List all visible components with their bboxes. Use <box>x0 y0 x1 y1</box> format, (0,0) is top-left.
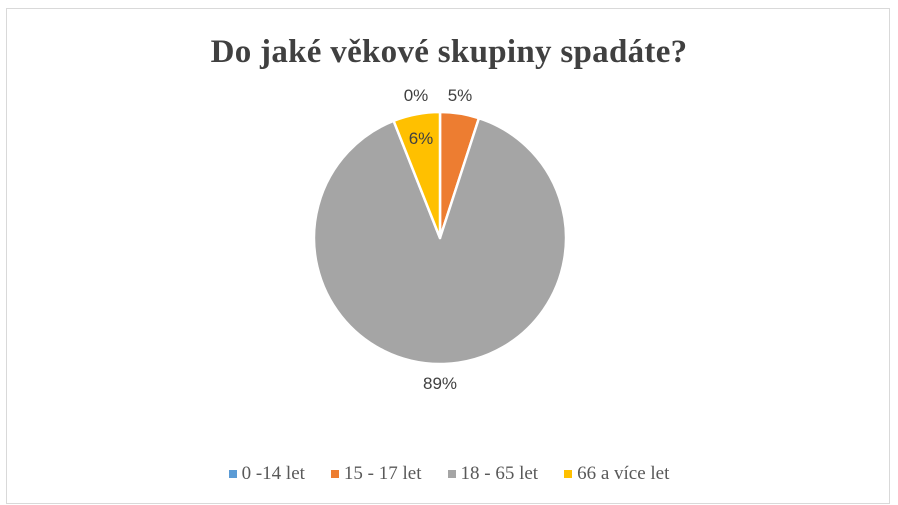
legend-label-4: 66 a více let <box>577 463 670 484</box>
legend-item-4: 66 a více let <box>564 463 669 485</box>
legend-label-3: 18 - 65 let <box>460 463 539 484</box>
legend-item-2: 15 - 17 let <box>330 463 422 485</box>
data-label-2: 5% <box>448 86 473 105</box>
chart-title: Do jaké věkové skupiny spadáte? <box>210 34 688 70</box>
legend-swatch-3 <box>447 470 456 478</box>
legend-swatch-4 <box>564 470 573 478</box>
chart-legend: 0 -14 let 15 - 17 let 18 - 65 let 66 a více… <box>0 463 898 485</box>
data-label-1: 0% <box>404 86 429 105</box>
legend-swatch-2 <box>330 470 339 478</box>
legend-swatch-1 <box>228 470 237 478</box>
legend-item-3: 18 - 65 let <box>447 463 539 485</box>
pie-slice-4 <box>392 110 442 240</box>
legend-label-2: 15 - 17 let <box>343 463 422 484</box>
legend-item-1: 0 -14 let <box>228 463 305 485</box>
pie-slice-3 <box>312 116 568 366</box>
data-label-3: 89% <box>423 374 457 393</box>
legend-label-1: 0 -14 let <box>241 463 305 484</box>
data-label-4: 6% <box>409 129 434 148</box>
